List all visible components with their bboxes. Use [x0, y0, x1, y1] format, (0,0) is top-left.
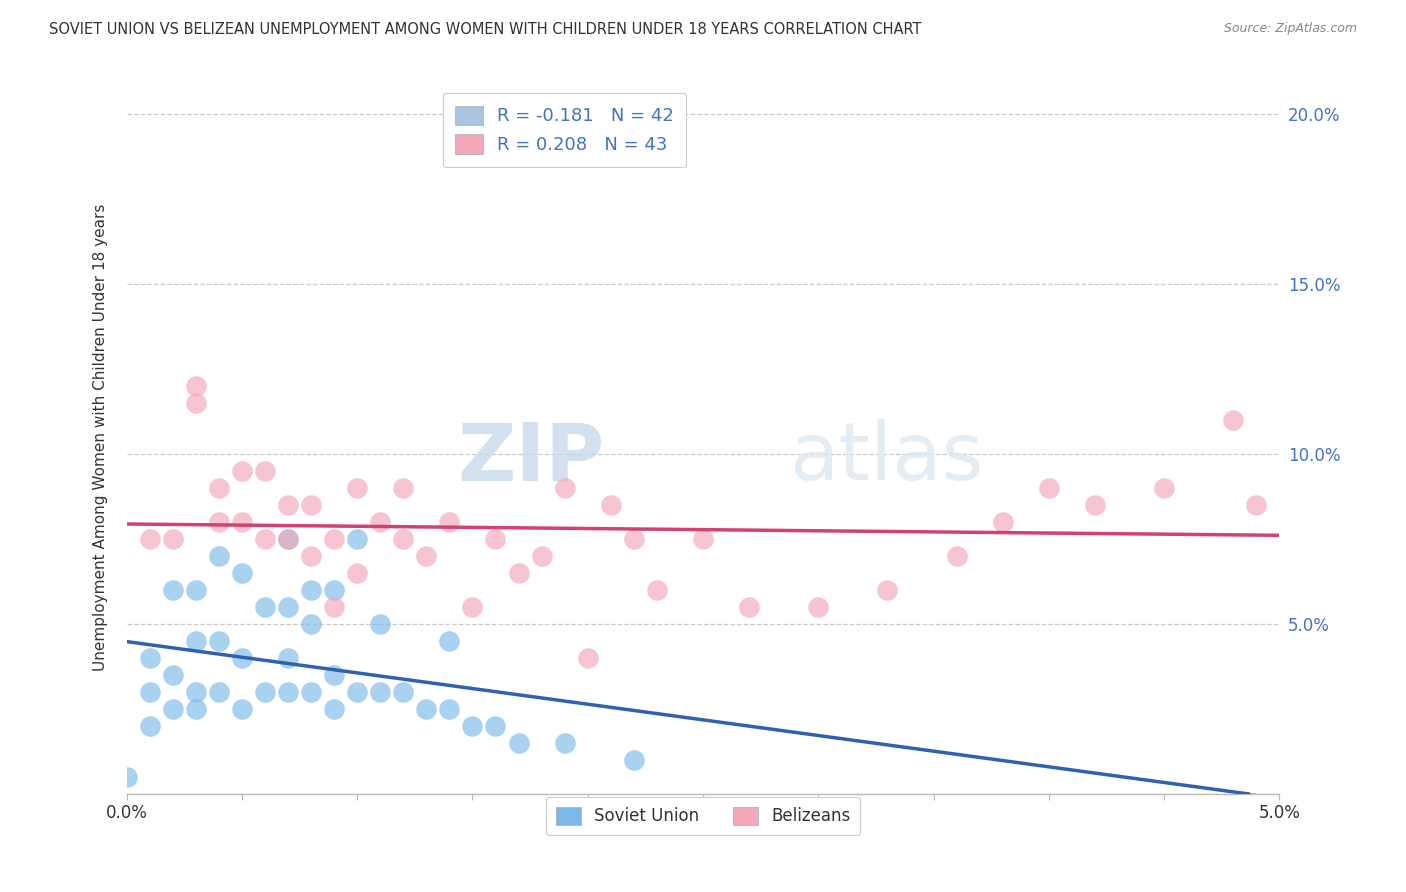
- Point: [807, 599, 830, 614]
- Point: [184, 702, 207, 716]
- Point: [138, 651, 160, 665]
- Text: ZIP: ZIP: [458, 419, 605, 498]
- Point: [299, 498, 322, 512]
- Point: [162, 702, 184, 716]
- Point: [299, 685, 322, 699]
- Point: [1084, 498, 1107, 512]
- Point: [208, 515, 231, 529]
- Point: [1246, 498, 1268, 512]
- Point: [208, 481, 231, 495]
- Point: [253, 464, 276, 478]
- Point: [323, 702, 346, 716]
- Point: [162, 532, 184, 546]
- Point: [392, 532, 415, 546]
- Point: [346, 532, 368, 546]
- Point: [162, 582, 184, 597]
- Point: [623, 753, 645, 767]
- Point: [346, 566, 368, 580]
- Point: [323, 668, 346, 682]
- Point: [323, 532, 346, 546]
- Point: [208, 685, 231, 699]
- Point: [299, 617, 322, 632]
- Point: [392, 481, 415, 495]
- Point: [299, 582, 322, 597]
- Point: [277, 532, 299, 546]
- Point: [231, 515, 253, 529]
- Point: [484, 532, 506, 546]
- Point: [299, 549, 322, 563]
- Point: [1222, 413, 1244, 427]
- Point: [623, 532, 645, 546]
- Point: [231, 651, 253, 665]
- Point: [138, 719, 160, 733]
- Y-axis label: Unemployment Among Women with Children Under 18 years: Unemployment Among Women with Children U…: [93, 203, 108, 671]
- Point: [599, 498, 621, 512]
- Point: [484, 719, 506, 733]
- Point: [1038, 481, 1060, 495]
- Point: [415, 549, 437, 563]
- Point: [184, 582, 207, 597]
- Point: [576, 651, 599, 665]
- Point: [323, 582, 346, 597]
- Point: [461, 599, 484, 614]
- Point: [692, 532, 714, 546]
- Point: [368, 685, 391, 699]
- Point: [253, 685, 276, 699]
- Point: [508, 736, 530, 750]
- Point: [253, 599, 276, 614]
- Point: [231, 702, 253, 716]
- Point: [876, 582, 898, 597]
- Legend: Soviet Union, Belizeans: Soviet Union, Belizeans: [546, 797, 860, 836]
- Point: [368, 617, 391, 632]
- Point: [945, 549, 967, 563]
- Point: [323, 599, 346, 614]
- Point: [439, 702, 461, 716]
- Point: [277, 599, 299, 614]
- Point: [554, 481, 576, 495]
- Point: [738, 599, 761, 614]
- Point: [368, 515, 391, 529]
- Point: [415, 702, 437, 716]
- Point: [184, 634, 207, 648]
- Point: [138, 532, 160, 546]
- Text: SOVIET UNION VS BELIZEAN UNEMPLOYMENT AMONG WOMEN WITH CHILDREN UNDER 18 YEARS C: SOVIET UNION VS BELIZEAN UNEMPLOYMENT AM…: [49, 22, 922, 37]
- Point: [184, 396, 207, 410]
- Point: [439, 634, 461, 648]
- Point: [277, 498, 299, 512]
- Point: [115, 770, 138, 784]
- Point: [253, 532, 276, 546]
- Point: [138, 685, 160, 699]
- Point: [1153, 481, 1175, 495]
- Point: [277, 532, 299, 546]
- Point: [346, 685, 368, 699]
- Point: [277, 685, 299, 699]
- Text: Source: ZipAtlas.com: Source: ZipAtlas.com: [1223, 22, 1357, 36]
- Point: [439, 515, 461, 529]
- Point: [645, 582, 668, 597]
- Point: [991, 515, 1014, 529]
- Point: [231, 464, 253, 478]
- Point: [530, 549, 553, 563]
- Point: [208, 549, 231, 563]
- Point: [392, 685, 415, 699]
- Point: [508, 566, 530, 580]
- Point: [184, 685, 207, 699]
- Point: [162, 668, 184, 682]
- Point: [208, 634, 231, 648]
- Text: atlas: atlas: [790, 419, 984, 498]
- Point: [346, 481, 368, 495]
- Point: [184, 379, 207, 393]
- Point: [461, 719, 484, 733]
- Point: [277, 651, 299, 665]
- Point: [554, 736, 576, 750]
- Point: [231, 566, 253, 580]
